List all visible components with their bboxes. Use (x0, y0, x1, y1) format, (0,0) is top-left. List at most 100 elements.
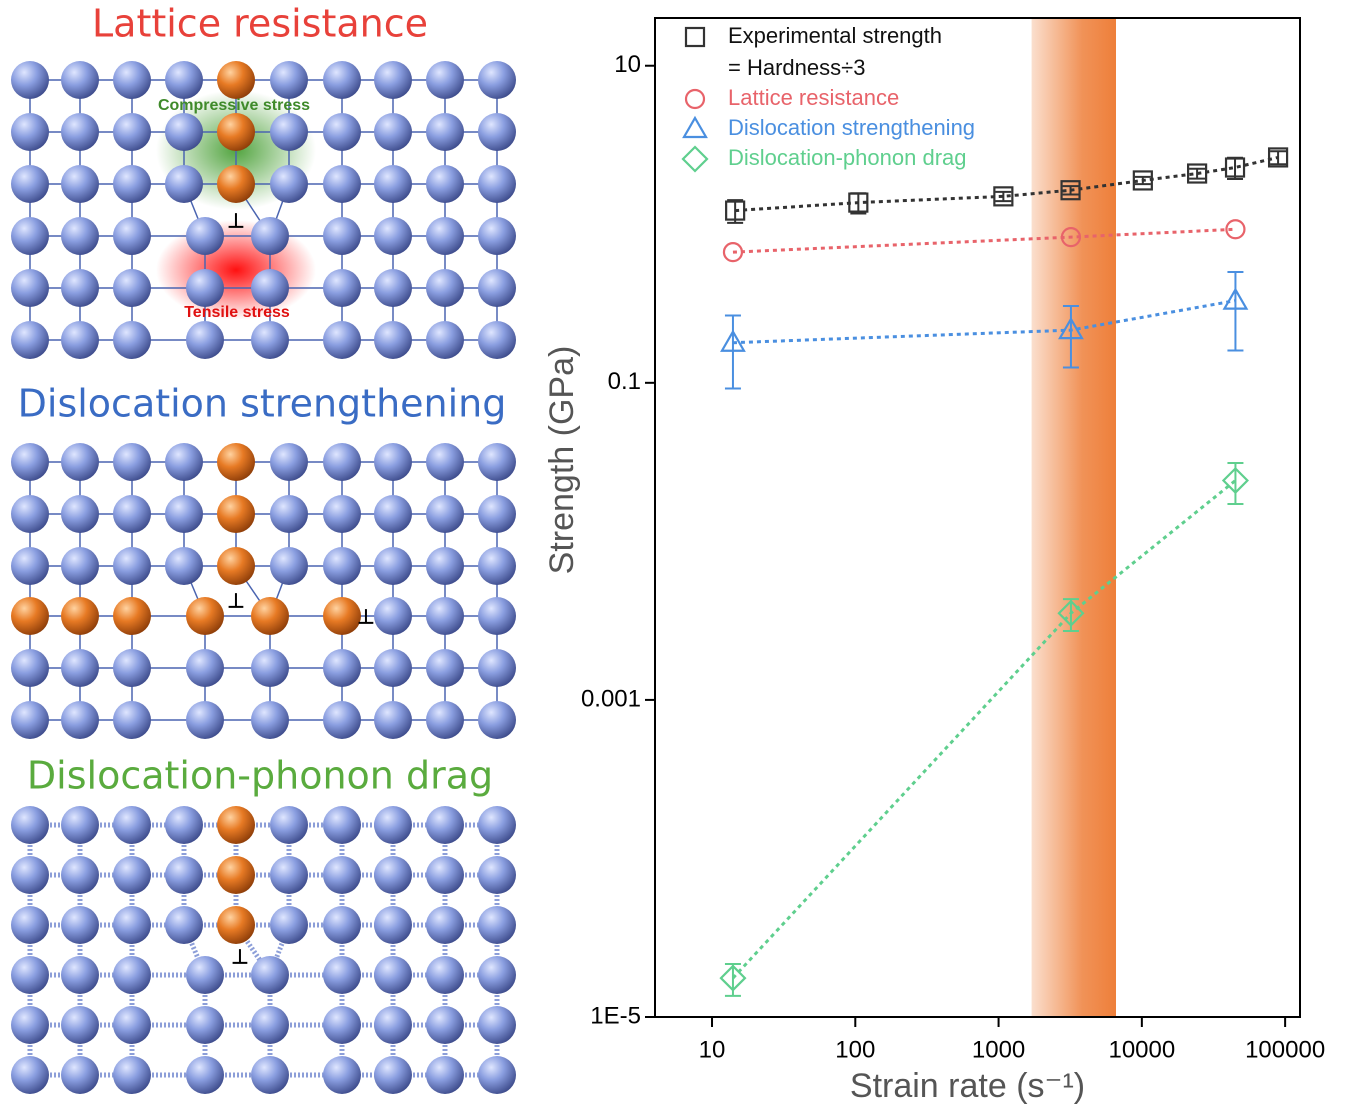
atom (217, 906, 255, 944)
atom (113, 165, 151, 203)
atom (478, 547, 516, 585)
atom (251, 321, 289, 359)
atom (186, 701, 224, 739)
atom (217, 806, 255, 844)
atom (478, 165, 516, 203)
atom (113, 269, 151, 307)
atom (323, 61, 361, 99)
atom (323, 1006, 361, 1044)
atom (323, 269, 361, 307)
atom (478, 1056, 516, 1094)
atom (478, 649, 516, 687)
marker (720, 329, 746, 352)
atom (186, 1006, 224, 1044)
atom (113, 856, 151, 894)
atom (11, 1006, 49, 1044)
atom (113, 956, 151, 994)
atom (251, 649, 289, 687)
atom (374, 806, 412, 844)
atom (251, 956, 289, 994)
atom (11, 1056, 49, 1094)
atom (478, 856, 516, 894)
atom (478, 956, 516, 994)
atom (61, 906, 99, 944)
atom (478, 217, 516, 255)
atom (113, 1006, 151, 1044)
atom (165, 547, 203, 585)
atom (426, 217, 464, 255)
atom (426, 649, 464, 687)
atom (217, 547, 255, 585)
legend-label: Dislocation strengthening (728, 115, 975, 140)
atom (251, 217, 289, 255)
atom (323, 113, 361, 151)
atom (323, 649, 361, 687)
atom (11, 856, 49, 894)
error-bar (1062, 185, 1079, 196)
atom (478, 61, 516, 99)
atom (11, 906, 49, 944)
atom (61, 113, 99, 151)
x-tick-label: 100000 (1245, 1036, 1325, 1063)
atom (11, 269, 49, 307)
series-line (735, 155, 1279, 213)
atom (11, 61, 49, 99)
diagram-title: Lattice resistance (92, 2, 428, 46)
atom (374, 649, 412, 687)
atom (426, 906, 464, 944)
atom (186, 269, 224, 307)
atom (374, 1056, 412, 1094)
marker (993, 186, 1014, 207)
dislocation-symbol: ⊥ (227, 590, 244, 612)
atom (61, 806, 99, 844)
atom (11, 701, 49, 739)
atom (61, 165, 99, 203)
atom (251, 1056, 289, 1094)
error-bar (995, 190, 1012, 203)
atom (374, 321, 412, 359)
atom (11, 321, 49, 359)
atom (374, 113, 412, 151)
marker (1221, 466, 1249, 495)
atom (186, 1056, 224, 1094)
marker (1060, 180, 1081, 201)
atom (61, 61, 99, 99)
atom (478, 806, 516, 844)
atom (61, 547, 99, 585)
atom (61, 856, 99, 894)
series-line (732, 299, 1236, 345)
atom (186, 597, 224, 635)
atom (270, 547, 308, 585)
error-bar (1189, 167, 1206, 180)
atom (113, 321, 151, 359)
atom (165, 906, 203, 944)
atom (478, 495, 516, 533)
marker (725, 200, 746, 221)
legend-marker (681, 145, 709, 173)
atom (426, 547, 464, 585)
atom (478, 321, 516, 359)
x-tick-label: 10 (699, 1036, 726, 1063)
atom (323, 956, 361, 994)
marker (1186, 163, 1208, 184)
atom (374, 495, 412, 533)
marker (1224, 157, 1246, 178)
atom (113, 113, 151, 151)
atom (61, 217, 99, 255)
atom (426, 597, 464, 635)
atom (251, 269, 289, 307)
atom (426, 856, 464, 894)
dislocation-symbol: ⊥ (357, 606, 374, 628)
legend-note: = Hardness÷3 (728, 55, 865, 80)
error-bar (1270, 150, 1287, 166)
atom (426, 701, 464, 739)
atom (323, 495, 361, 533)
atom (426, 321, 464, 359)
atom (374, 547, 412, 585)
atom (11, 217, 49, 255)
atom (113, 906, 151, 944)
legend-marker (682, 115, 708, 139)
y-axis-label: Strength (GPa) (543, 346, 581, 575)
atom (323, 547, 361, 585)
atom (426, 269, 464, 307)
